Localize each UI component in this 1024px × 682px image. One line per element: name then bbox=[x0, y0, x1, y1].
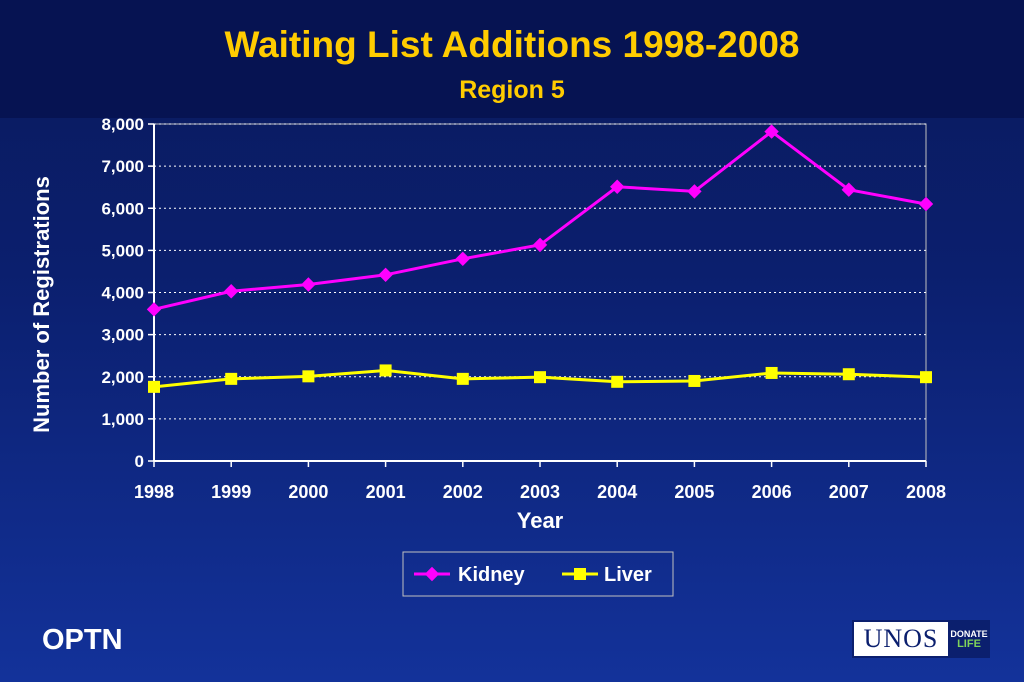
y-tick-label: 7,000 bbox=[101, 157, 144, 176]
kidney-data-point bbox=[687, 184, 702, 199]
liver-data-point bbox=[456, 372, 469, 385]
unos-logo: UNOS DONATE LIFE bbox=[852, 620, 990, 658]
optn-label: OPTN bbox=[42, 624, 123, 656]
header-band bbox=[0, 0, 1024, 118]
kidney-data-point bbox=[378, 267, 393, 283]
page-title: Waiting List Additions 1998-2008 bbox=[224, 24, 800, 65]
unos-logo-text: UNOS bbox=[854, 622, 950, 656]
y-tick-label: 3,000 bbox=[101, 326, 144, 345]
x-tick-label: 2004 bbox=[597, 482, 637, 502]
kidney-data-point bbox=[455, 251, 471, 267]
legend-box bbox=[402, 551, 674, 597]
legend-liver-label: Liver bbox=[604, 564, 652, 586]
kidney-data-point bbox=[764, 124, 779, 139]
liver-data-point bbox=[765, 366, 778, 379]
liver-data-point bbox=[842, 368, 855, 381]
x-tick-label: 2005 bbox=[674, 482, 714, 502]
x-tick-label: 2000 bbox=[288, 482, 328, 502]
legend-liver-marker bbox=[574, 568, 586, 580]
x-tick-label: 1998 bbox=[134, 482, 174, 502]
donate-text: DONATE bbox=[950, 629, 988, 639]
y-tick-label: 6,000 bbox=[101, 199, 144, 218]
kidney-data-point bbox=[146, 302, 162, 317]
life-text: LIFE bbox=[957, 638, 981, 650]
page-subtitle: Region 5 bbox=[459, 76, 565, 104]
kidney-series-line bbox=[153, 129, 927, 311]
y-tick-label: 1,000 bbox=[101, 410, 144, 429]
liver-data-point bbox=[611, 375, 624, 388]
donate-life-badge: DONATE LIFE bbox=[950, 622, 988, 656]
liver-data-point bbox=[225, 372, 238, 385]
kidney-data-point bbox=[841, 182, 857, 197]
kidney-data-point bbox=[223, 284, 239, 299]
y-tick-label: 8,000 bbox=[101, 115, 144, 134]
kidney-data-point bbox=[609, 179, 625, 194]
liver-data-point bbox=[302, 370, 315, 383]
y-tick-label: 4,000 bbox=[101, 284, 144, 303]
y-tick-label: 0 bbox=[135, 452, 144, 471]
y-tick-label: 2,000 bbox=[101, 368, 144, 387]
x-tick-label: 2008 bbox=[906, 482, 946, 502]
liver-data-point bbox=[148, 380, 160, 393]
liver-data-point bbox=[534, 371, 546, 384]
y-axis-title: Number of Registrations bbox=[29, 176, 54, 433]
x-tick-label: 1999 bbox=[211, 482, 251, 502]
x-tick-label: 2002 bbox=[443, 482, 483, 502]
liver-data-point bbox=[379, 364, 392, 377]
x-tick-label: 2006 bbox=[752, 482, 792, 502]
liver-data-point bbox=[920, 371, 932, 384]
x-tick-label: 2003 bbox=[520, 482, 560, 502]
kidney-data-point bbox=[532, 237, 548, 253]
x-tick-label: 2001 bbox=[366, 482, 406, 502]
liver-data-point bbox=[688, 374, 701, 387]
kidney-data-point bbox=[301, 277, 316, 292]
x-axis-title: Year bbox=[517, 508, 564, 533]
y-tick-label: 5,000 bbox=[101, 241, 144, 260]
legend-kidney-label: Kidney bbox=[458, 564, 526, 586]
legend-kidney-marker bbox=[424, 566, 440, 582]
kidney-data-point bbox=[918, 196, 934, 212]
x-tick-label: 2007 bbox=[829, 482, 869, 502]
